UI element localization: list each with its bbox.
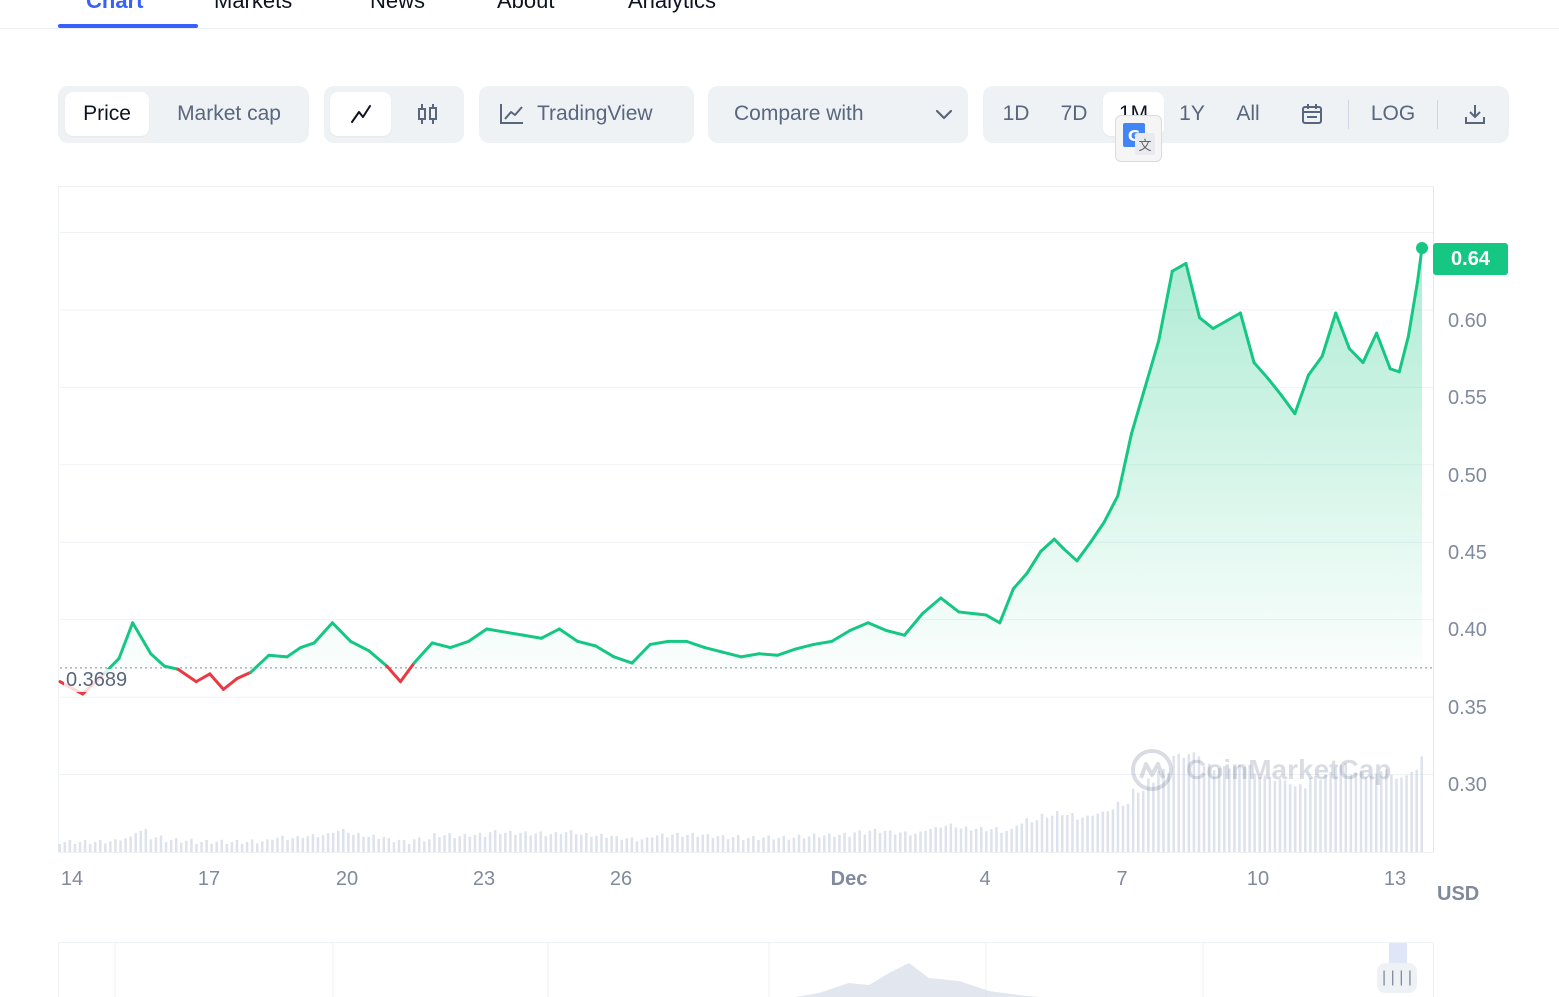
compare-with-dropdown[interactable]: Compare with [708,86,968,143]
tab-news[interactable]: News [370,0,426,13]
currency-label: USD [1437,883,1480,905]
tradingview-button[interactable]: TradingView [479,86,694,143]
y-tick-label: 0.35 [1448,697,1487,719]
x-tick-label: 13 [1383,868,1407,890]
price-button[interactable]: Price [65,92,149,136]
svg-text:文: 文 [1138,139,1151,154]
range-navigator[interactable] [58,942,1434,997]
chart-type-toggle [324,86,464,143]
current-price-badge: 0.64 [1433,243,1508,275]
metric-toggle: Price Market cap [58,86,309,143]
calendar-icon [1300,102,1324,126]
candlestick-icon [416,102,440,126]
range-all-button[interactable]: All [1236,102,1260,125]
x-tick-label: 26 [609,868,633,890]
x-tick-label: 17 [197,868,221,890]
y-tick-label: 0.30 [1448,774,1487,796]
range-7d-button[interactable]: 7D [1060,102,1088,125]
date-picker-button[interactable] [1289,92,1335,136]
x-tick-label: 4 [979,868,991,890]
log-scale-button[interactable]: LOG [1370,102,1416,125]
x-tick-label: 7 [1116,868,1128,890]
divider [1348,100,1349,129]
line-chart-icon [349,102,373,126]
y-tick-label: 0.50 [1448,465,1487,487]
grip-icon: | | | | [1382,969,1412,986]
y-tick-label: 0.55 [1448,387,1487,409]
candlestick-button[interactable] [398,92,458,136]
active-tab-indicator [58,24,198,28]
price-chart-area[interactable] [58,186,1434,853]
tradingview-icon [499,102,525,126]
range-1y-button[interactable]: 1Y [1179,102,1205,125]
x-tick-label: 14 [60,868,84,890]
compare-with-label: Compare with [734,102,864,125]
tradingview-label: TradingView [537,102,653,125]
coinmarketcap-watermark: CoinMarketCap [1130,748,1391,792]
download-icon [1463,102,1487,126]
range-1d-button[interactable]: 1D [1002,102,1030,125]
x-tick-label: 10 [1246,868,1270,890]
tab-about[interactable]: About [497,0,555,13]
tab-chart[interactable]: Chart [86,0,144,13]
x-tick-label: 20 [335,868,359,890]
coinmarketcap-logo-icon [1130,748,1174,792]
navigator-handle[interactable]: | | | | [1377,963,1417,993]
reference-price-label: 0.3689 [64,669,130,692]
tab-markets[interactable]: Markets [214,0,293,13]
tab-analytics[interactable]: Analytics [628,0,717,13]
download-button[interactable] [1453,92,1497,136]
y-tick-label: 0.40 [1448,619,1487,641]
chevron-down-icon [934,104,954,124]
y-tick-label: 0.45 [1448,542,1487,564]
x-tick-label: 23 [472,868,496,890]
time-range-toggle: 1D 7D 1M 1Y All LOG [983,86,1509,143]
y-tick-label: 0.60 [1448,310,1487,332]
divider [1437,100,1438,129]
chart-tabs: Chart Markets News About Analytics [0,0,1559,29]
watermark-text: CoinMarketCap [1186,754,1392,785]
x-tick-label: Dec [830,868,868,890]
line-chart-button[interactable] [330,92,391,136]
market-cap-button[interactable]: Market cap [177,102,281,125]
